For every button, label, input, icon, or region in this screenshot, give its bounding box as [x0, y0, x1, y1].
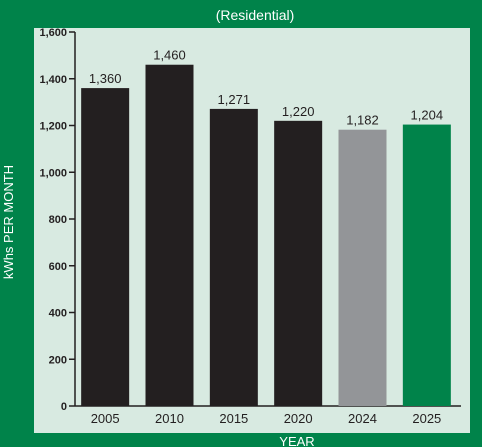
x-tick-label: 2010: [155, 411, 184, 426]
x-tick-label: 2015: [219, 411, 248, 426]
bar-2025: [402, 124, 451, 406]
x-axis-label: YEAR: [279, 434, 314, 447]
x-tick-label: 2024: [348, 411, 377, 426]
bar-2010: [145, 64, 194, 406]
data-label-2020: 1,220: [282, 104, 315, 119]
y-axis-label: kWhs PER MONTH: [1, 165, 16, 279]
y-tick-label: 200: [49, 354, 67, 366]
x-axis-ticks: 2005 2010 2015 2020 2024 2025: [91, 411, 442, 426]
y-tick-label: 1,600: [39, 27, 67, 39]
y-tick-label: 400: [49, 308, 67, 320]
y-tick-label: 1,200: [39, 121, 67, 133]
y-tick-label: 1,400: [39, 74, 67, 86]
y-tick-label: 1,000: [39, 167, 67, 179]
data-label-2025: 1,204: [411, 108, 444, 123]
x-tick-label: 2025: [412, 411, 441, 426]
bar-group: [81, 64, 451, 406]
data-labels: 1,360 1,460 1,271 1,220 1,182 1,204: [89, 48, 443, 128]
bar-2005: [81, 88, 130, 406]
y-tick-label: 600: [49, 261, 67, 273]
data-label-2010: 1,460: [153, 48, 186, 63]
bar-2020: [274, 120, 323, 406]
y-tick-label: 800: [49, 214, 67, 226]
y-axis-ticks: 0 200 400 600 800 1,000 1,200 1,400 1,600: [39, 27, 75, 413]
data-label-2005: 1,360: [89, 71, 122, 86]
chart-title: (Residential): [216, 7, 295, 23]
data-label-2024: 1,182: [346, 113, 379, 128]
x-tick-label: 2005: [91, 411, 120, 426]
bar-2024: [338, 129, 387, 406]
bar-2015: [209, 108, 258, 406]
y-tick-label: 0: [61, 401, 67, 413]
x-tick-label: 2020: [284, 411, 313, 426]
data-label-2015: 1,271: [218, 92, 251, 107]
